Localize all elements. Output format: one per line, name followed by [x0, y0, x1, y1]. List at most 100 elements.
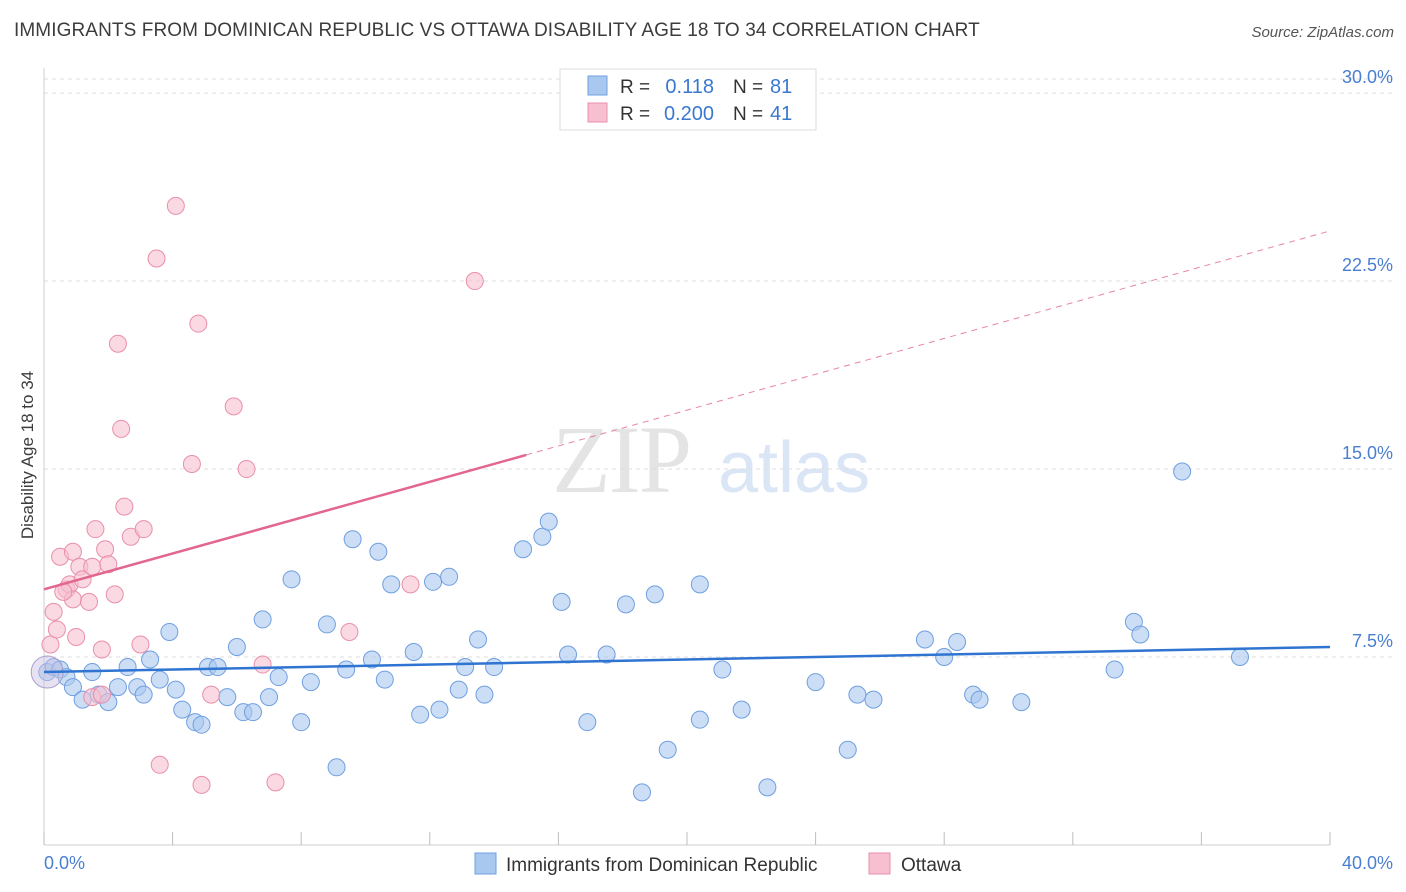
- point-dominican: [192, 715, 211, 734]
- point-dominican: [404, 643, 423, 662]
- point-ottawa: [189, 314, 208, 333]
- point-ottawa: [166, 196, 185, 215]
- x-tick-max: 40.0%: [1342, 853, 1393, 873]
- series-dominican-points: [30, 462, 1249, 802]
- point-dominican: [449, 680, 468, 699]
- point-dominican: [616, 595, 635, 614]
- point-dominican: [269, 668, 288, 687]
- x-tick-min: 0.0%: [44, 853, 85, 873]
- point-dominican: [382, 575, 401, 594]
- point-dominican: [327, 758, 346, 777]
- y-tick-label: 7.5%: [1352, 631, 1393, 651]
- point-dominican: [1012, 693, 1031, 712]
- point-dominican: [645, 585, 664, 604]
- point-dominican: [806, 673, 825, 692]
- point-dominican: [227, 637, 246, 656]
- point-dominican: [690, 710, 709, 729]
- watermark-zip: ZIP: [552, 406, 690, 513]
- point-dominican: [362, 650, 381, 669]
- point-dominican: [533, 527, 552, 546]
- legend-r-value-2: 0.200: [664, 103, 714, 125]
- point-ottawa: [99, 555, 118, 574]
- point-dominican: [552, 592, 571, 611]
- point-ottawa: [465, 272, 484, 291]
- point-dominican: [658, 740, 677, 759]
- point-dominican: [456, 658, 475, 677]
- point-dominican: [758, 778, 777, 797]
- legend: R = 0.118 N = 81 R = 0.200 N = 41: [559, 68, 817, 131]
- point-dominican: [118, 658, 137, 677]
- series-ottawa-points: [41, 196, 484, 794]
- legend-n-label-1: N =: [733, 77, 763, 98]
- point-ottawa: [41, 635, 60, 654]
- point-ottawa: [224, 397, 243, 416]
- point-ottawa: [83, 557, 102, 576]
- point-dominican: [317, 615, 336, 634]
- point-ottawa: [147, 249, 166, 268]
- point-dominican: [424, 572, 443, 591]
- point-dominican: [134, 685, 153, 704]
- point-dominican: [559, 645, 578, 664]
- legend-swatch-pink: [587, 102, 608, 123]
- point-ottawa: [150, 755, 169, 774]
- point-dominican: [539, 512, 558, 531]
- point-dominican: [970, 690, 989, 709]
- point-ottawa: [44, 602, 63, 621]
- point-ottawa: [92, 685, 111, 704]
- point-dominican: [948, 632, 967, 651]
- legend-n-label-2: N =: [733, 104, 763, 125]
- point-ottawa: [266, 773, 285, 792]
- point-dominican: [838, 740, 857, 759]
- legend-n-value-2: 41: [770, 103, 792, 125]
- point-ottawa: [67, 627, 86, 646]
- point-dominican: [253, 610, 272, 629]
- point-dominican: [864, 690, 883, 709]
- point-ottawa: [96, 540, 115, 559]
- point-dominican: [173, 700, 192, 719]
- chart-title: IMMIGRANTS FROM DOMINICAN REPUBLIC VS OT…: [14, 20, 980, 41]
- bottom-legend-label-ottawa: Ottawa: [901, 855, 962, 876]
- point-dominican: [1105, 660, 1124, 679]
- point-ottawa: [134, 520, 153, 539]
- x-ticks: [43, 832, 1331, 845]
- point-ottawa: [131, 635, 150, 654]
- y-axis-label: Disability Age 18 to 34: [18, 371, 37, 539]
- point-dominican: [292, 713, 311, 732]
- watermark: ZIP atlas: [552, 406, 870, 513]
- watermark-atlas: atlas: [718, 428, 870, 508]
- point-dominican: [1173, 462, 1192, 481]
- point-dominican: [713, 660, 732, 679]
- y-tick-label: 22.5%: [1342, 255, 1393, 275]
- point-dominican: [578, 713, 597, 732]
- point-dominican: [301, 673, 320, 692]
- bottom-legend-label-dominican: Immigrants from Dominican Republic: [506, 855, 818, 876]
- legend-swatch-blue: [587, 75, 608, 96]
- point-ottawa: [192, 775, 211, 794]
- legend-r-value-1: 0.118: [665, 76, 714, 98]
- point-ottawa: [92, 640, 111, 659]
- point-dominican: [935, 648, 954, 667]
- point-ottawa: [105, 585, 124, 604]
- point-dominican: [1131, 625, 1150, 644]
- point-dominican: [690, 575, 709, 594]
- trend-line-ottawa-extension: [526, 230, 1331, 456]
- point-ottawa: [115, 497, 134, 516]
- point-dominican: [160, 622, 179, 641]
- point-dominican: [218, 688, 237, 707]
- y-tick-label: 30.0%: [1342, 67, 1393, 87]
- bottom-legend: Immigrants from Dominican Republic Ottaw…: [474, 852, 962, 876]
- point-dominican: [375, 670, 394, 689]
- point-ottawa: [253, 655, 272, 674]
- point-dominican: [848, 685, 867, 704]
- point-ottawa: [63, 542, 82, 561]
- point-dominican: [337, 660, 356, 679]
- point-dominican: [732, 700, 751, 719]
- point-ottawa: [86, 520, 105, 539]
- point-ottawa: [47, 620, 66, 639]
- legend-n-value-1: 81: [770, 76, 792, 98]
- point-dominican: [915, 630, 934, 649]
- point-ottawa: [182, 455, 201, 474]
- point-dominican: [440, 567, 459, 586]
- bottom-legend-swatch-blue: [474, 852, 497, 875]
